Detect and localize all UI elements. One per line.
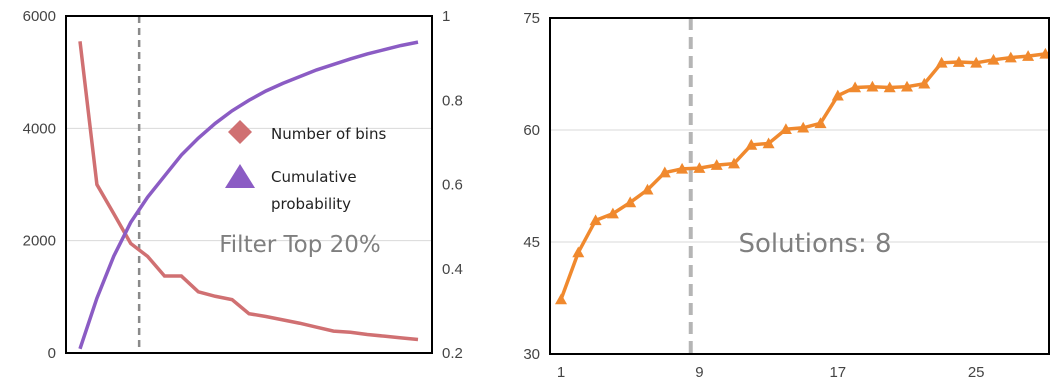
- right-chart-x-tick-label: 9: [695, 364, 703, 381]
- solutions-marker: [728, 157, 740, 169]
- solutions-marker: [935, 56, 948, 68]
- solutions-marker: [1004, 51, 1017, 63]
- solutions-series-markers: [555, 47, 1050, 305]
- solutions-marker: [745, 138, 758, 150]
- solutions-marker: [1039, 47, 1050, 59]
- right-chart-y-tick-label: 60: [523, 122, 540, 139]
- right-chart-x-ticks: 1 9 17 25: [557, 364, 985, 381]
- right-y-tick-label: 0.4: [442, 261, 463, 278]
- right-chart-y-ticks: 30 45 60 75: [523, 10, 540, 363]
- solutions-marker: [918, 77, 931, 89]
- solutions-marker: [849, 81, 862, 93]
- left-y-tick-label: 2000: [23, 233, 56, 250]
- solutions-marker: [710, 159, 723, 170]
- solutions-marker: [572, 246, 585, 258]
- filter-annotation: Filter Top 20%: [219, 232, 381, 258]
- solutions-marker: [814, 117, 827, 129]
- right-y-tick-label: 0.2: [442, 345, 463, 362]
- solutions-marker: [555, 293, 567, 305]
- right-chart-x-tick-label: 1: [557, 364, 565, 381]
- left-y-tick-label: 6000: [23, 8, 56, 25]
- left-chart: 0 2000 4000 6000 0.2 0.4 0.6 0.8 1 Filter Top 2…: [23, 8, 463, 362]
- legend-triangle-icon: [225, 164, 255, 188]
- solutions-annotation: Solutions: 8: [738, 229, 891, 259]
- solutions-marker: [589, 214, 602, 226]
- right-y-tick-label: 1: [442, 8, 450, 25]
- right-chart-y-tick-label: 75: [523, 10, 540, 27]
- solutions-marker: [693, 162, 706, 173]
- solutions-marker: [779, 123, 792, 135]
- solutions-marker: [797, 121, 810, 133]
- left-y-axis-ticks: 0 2000 4000 6000: [23, 8, 56, 362]
- right-chart-x-tick-label: 25: [968, 364, 985, 381]
- right-chart: 30 45 60 75 1 9 17 25 Solutions: 8: [523, 10, 1050, 381]
- solutions-marker: [952, 56, 965, 67]
- legend-label-bins: Number of bins: [271, 125, 386, 143]
- right-y-tick-label: 0.6: [442, 177, 463, 194]
- legend-label-cumulative-2: probability: [271, 195, 351, 213]
- left-y-tick-label: 0: [48, 345, 56, 362]
- right-chart-x-tick-label: 17: [829, 364, 846, 381]
- solutions-marker: [762, 137, 775, 149]
- left-y-tick-label: 4000: [23, 120, 56, 137]
- left-grid: [66, 127, 432, 242]
- solutions-marker: [1022, 50, 1035, 61]
- solutions-series-line: [559, 51, 1050, 301]
- legend-label-cumulative-1: Cumulative: [271, 168, 357, 186]
- legend: Number of bins Cumulative probability: [225, 120, 386, 213]
- solutions-marker: [658, 166, 671, 178]
- solutions-marker: [676, 162, 689, 174]
- right-y-axis-ticks: 0.2 0.4 0.6 0.8 1: [442, 8, 463, 362]
- legend-diamond-icon: [228, 120, 252, 144]
- solutions-marker: [901, 80, 913, 92]
- solutions-marker: [641, 183, 654, 195]
- left-plot-frame: [65, 15, 433, 354]
- solutions-marker: [883, 81, 896, 93]
- solutions-marker: [624, 196, 637, 208]
- right-chart-y-tick-label: 45: [523, 234, 540, 251]
- right-plot-frame: [549, 17, 1050, 355]
- solutions-marker: [987, 53, 1000, 65]
- solutions-marker: [866, 80, 879, 92]
- right-y-tick-label: 0.8: [442, 92, 463, 109]
- solutions-marker: [606, 207, 619, 219]
- right-chart-y-tick-label: 30: [523, 346, 540, 363]
- cumulative-series-line: [78, 40, 419, 350]
- solutions-marker: [970, 56, 983, 68]
- bins-series-line: [78, 41, 419, 342]
- solutions-marker: [831, 89, 844, 101]
- right-grid: [550, 129, 1049, 243]
